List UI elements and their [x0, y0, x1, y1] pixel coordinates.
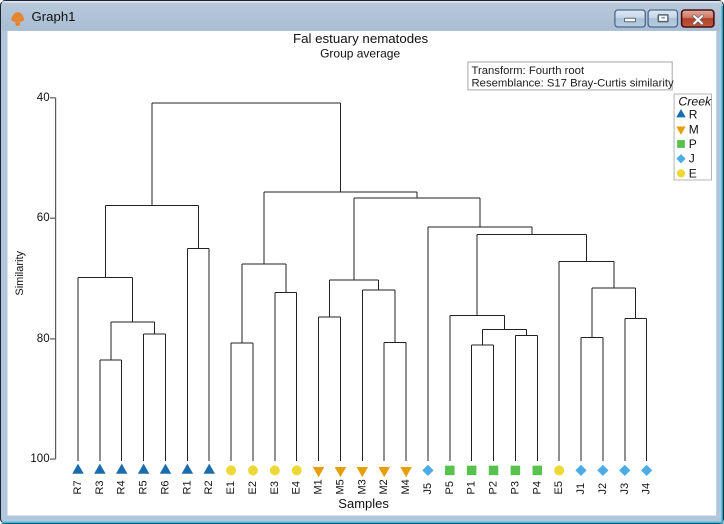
svg-text:P: P [689, 137, 697, 151]
svg-text:P4: P4 [531, 481, 543, 494]
svg-text:R6: R6 [159, 480, 171, 494]
svg-text:P1: P1 [466, 481, 478, 494]
svg-text:80: 80 [37, 333, 50, 345]
svg-text:R7: R7 [72, 480, 84, 494]
svg-text:M1: M1 [313, 479, 325, 494]
svg-text:M5: M5 [334, 479, 346, 494]
svg-text:E3: E3 [269, 481, 281, 494]
svg-text:Transform: Fourth root: Transform: Fourth root [472, 65, 585, 77]
svg-text:R5: R5 [138, 480, 150, 494]
svg-text:J3: J3 [619, 483, 631, 495]
svg-text:60: 60 [37, 212, 50, 224]
svg-text:P3: P3 [509, 481, 521, 494]
svg-text:Group average: Group average [320, 47, 400, 61]
svg-text:J2: J2 [597, 483, 609, 495]
svg-text:Similarity: Similarity [14, 251, 26, 296]
svg-text:E5: E5 [553, 481, 565, 494]
svg-text:40: 40 [37, 92, 50, 104]
svg-text:R3: R3 [94, 480, 106, 494]
svg-text:E1: E1 [225, 481, 237, 494]
svg-text:J: J [689, 152, 695, 166]
svg-text:P2: P2 [488, 481, 500, 494]
svg-text:R2: R2 [203, 480, 215, 494]
svg-text:J4: J4 [641, 483, 653, 495]
svg-text:E4: E4 [291, 481, 303, 494]
svg-text:R4: R4 [116, 480, 128, 494]
svg-text:M3: M3 [356, 479, 368, 494]
svg-text:J1: J1 [575, 483, 587, 495]
svg-text:Creek: Creek [678, 94, 712, 108]
svg-text:Graph1: Graph1 [32, 9, 76, 24]
svg-text:M2: M2 [378, 479, 390, 494]
svg-text:P5: P5 [444, 481, 456, 494]
svg-text:E2: E2 [247, 481, 259, 494]
svg-text:100: 100 [30, 453, 49, 465]
svg-text:R1: R1 [181, 480, 193, 494]
svg-text:E: E [689, 166, 697, 180]
svg-text:Samples: Samples [338, 496, 389, 511]
svg-text:R: R [689, 108, 698, 122]
svg-text:Fal estuary nematodes: Fal estuary nematodes [293, 31, 429, 46]
svg-text:J5: J5 [422, 483, 434, 495]
svg-text:M: M [689, 122, 699, 136]
svg-text:M4: M4 [400, 479, 412, 494]
svg-text:Resemblance: S17 Bray-Curtis s: Resemblance: S17 Bray-Curtis similarity [472, 77, 674, 89]
